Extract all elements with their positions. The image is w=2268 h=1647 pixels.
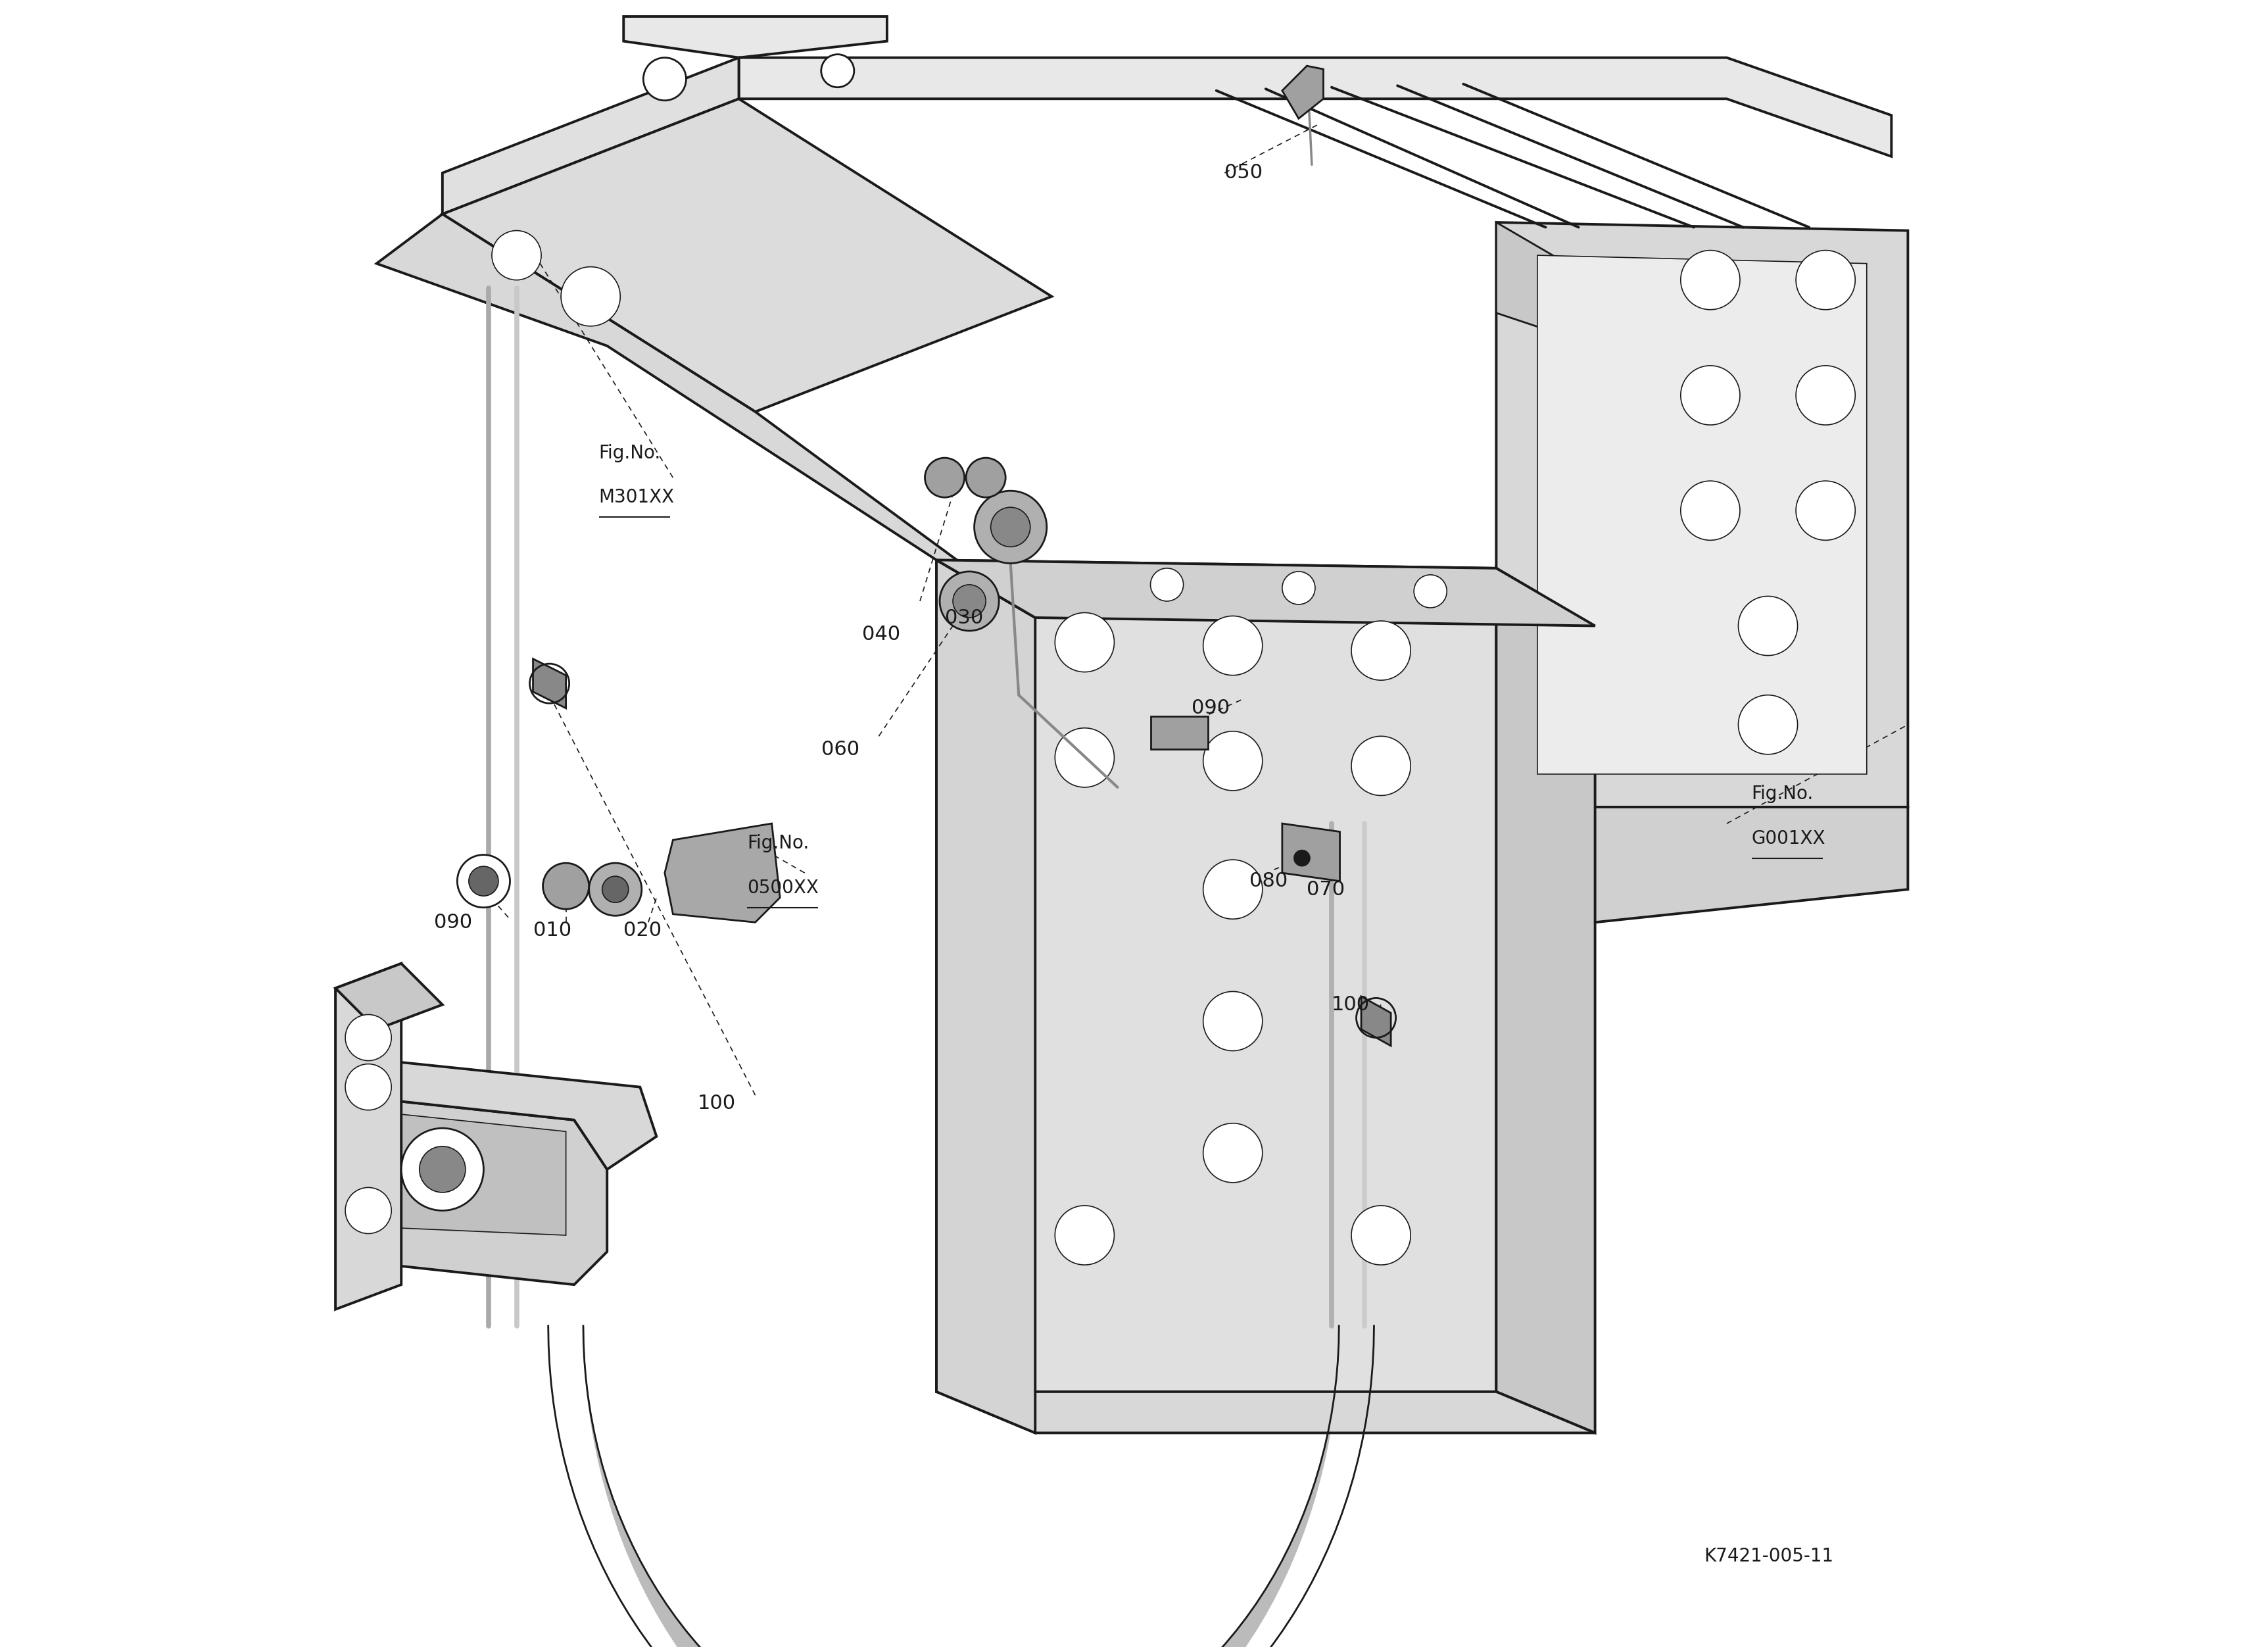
Polygon shape	[1361, 996, 1390, 1046]
Polygon shape	[336, 963, 442, 1029]
Text: 030: 030	[946, 608, 982, 628]
Circle shape	[644, 58, 687, 100]
Polygon shape	[376, 214, 1034, 618]
Circle shape	[345, 1064, 392, 1110]
Circle shape	[1055, 728, 1114, 787]
Polygon shape	[937, 560, 1034, 1433]
Polygon shape	[937, 560, 1594, 626]
Circle shape	[601, 876, 628, 903]
Circle shape	[1202, 616, 1263, 675]
Polygon shape	[442, 99, 1052, 412]
Circle shape	[1202, 731, 1263, 791]
Polygon shape	[442, 58, 739, 214]
Circle shape	[345, 1015, 392, 1061]
Polygon shape	[533, 659, 567, 708]
Circle shape	[1737, 695, 1799, 754]
Circle shape	[925, 458, 964, 497]
Circle shape	[469, 866, 499, 896]
Polygon shape	[345, 1062, 655, 1169]
Circle shape	[345, 1187, 392, 1234]
Circle shape	[1293, 850, 1311, 866]
Polygon shape	[1497, 807, 1907, 922]
Polygon shape	[937, 560, 1497, 1392]
Circle shape	[966, 458, 1005, 497]
Circle shape	[1055, 1206, 1114, 1265]
Circle shape	[1352, 736, 1411, 796]
Polygon shape	[1281, 66, 1322, 119]
Circle shape	[1796, 250, 1855, 310]
Circle shape	[1796, 481, 1855, 540]
Polygon shape	[624, 16, 887, 58]
Text: 0500XX: 0500XX	[746, 878, 819, 898]
Polygon shape	[739, 58, 1892, 156]
Circle shape	[1281, 572, 1315, 604]
Text: G001XX: G001XX	[1751, 828, 1826, 848]
Polygon shape	[376, 1112, 567, 1235]
Circle shape	[1681, 366, 1740, 425]
Circle shape	[458, 855, 510, 907]
Circle shape	[1202, 1123, 1263, 1183]
Polygon shape	[345, 1095, 608, 1285]
Text: 050: 050	[1225, 163, 1263, 183]
Circle shape	[542, 863, 590, 909]
Circle shape	[1413, 575, 1447, 608]
Text: 060: 060	[821, 740, 860, 759]
Text: Fig.No.: Fig.No.	[599, 443, 660, 463]
Text: 090: 090	[1191, 698, 1229, 718]
Circle shape	[1681, 481, 1740, 540]
Polygon shape	[665, 823, 780, 922]
Circle shape	[401, 1128, 483, 1211]
Text: K7421-005-11: K7421-005-11	[1703, 1547, 1835, 1566]
Circle shape	[560, 267, 619, 326]
Polygon shape	[1150, 716, 1209, 749]
Circle shape	[1737, 596, 1799, 656]
Text: M301XX: M301XX	[599, 488, 674, 507]
Polygon shape	[1538, 255, 1867, 774]
Text: 040: 040	[862, 624, 900, 644]
Polygon shape	[1281, 823, 1340, 881]
Polygon shape	[937, 1392, 1594, 1433]
Circle shape	[1352, 621, 1411, 680]
Text: 020: 020	[624, 921, 662, 940]
Circle shape	[492, 231, 542, 280]
Text: 010: 010	[533, 921, 572, 940]
Circle shape	[1796, 366, 1855, 425]
Circle shape	[1681, 250, 1740, 310]
Circle shape	[420, 1146, 465, 1192]
Circle shape	[1352, 1206, 1411, 1265]
Circle shape	[975, 491, 1048, 563]
Circle shape	[939, 572, 998, 631]
Text: Fig.No.: Fig.No.	[1751, 784, 1814, 804]
Polygon shape	[1497, 568, 1594, 1433]
Polygon shape	[1497, 222, 1594, 346]
Text: Fig.No.: Fig.No.	[746, 833, 810, 853]
Polygon shape	[336, 963, 401, 1309]
Circle shape	[953, 585, 987, 618]
Circle shape	[1202, 860, 1263, 919]
Text: 100: 100	[699, 1094, 735, 1113]
Text: 080: 080	[1250, 871, 1288, 891]
Circle shape	[1202, 991, 1263, 1051]
Circle shape	[1150, 568, 1184, 601]
Text: 070: 070	[1306, 879, 1345, 899]
Circle shape	[991, 507, 1030, 547]
Circle shape	[590, 863, 642, 916]
Text: 090: 090	[433, 912, 472, 932]
Circle shape	[821, 54, 855, 87]
Text: 100: 100	[1331, 995, 1370, 1015]
Polygon shape	[1497, 222, 1907, 807]
Circle shape	[1055, 613, 1114, 672]
